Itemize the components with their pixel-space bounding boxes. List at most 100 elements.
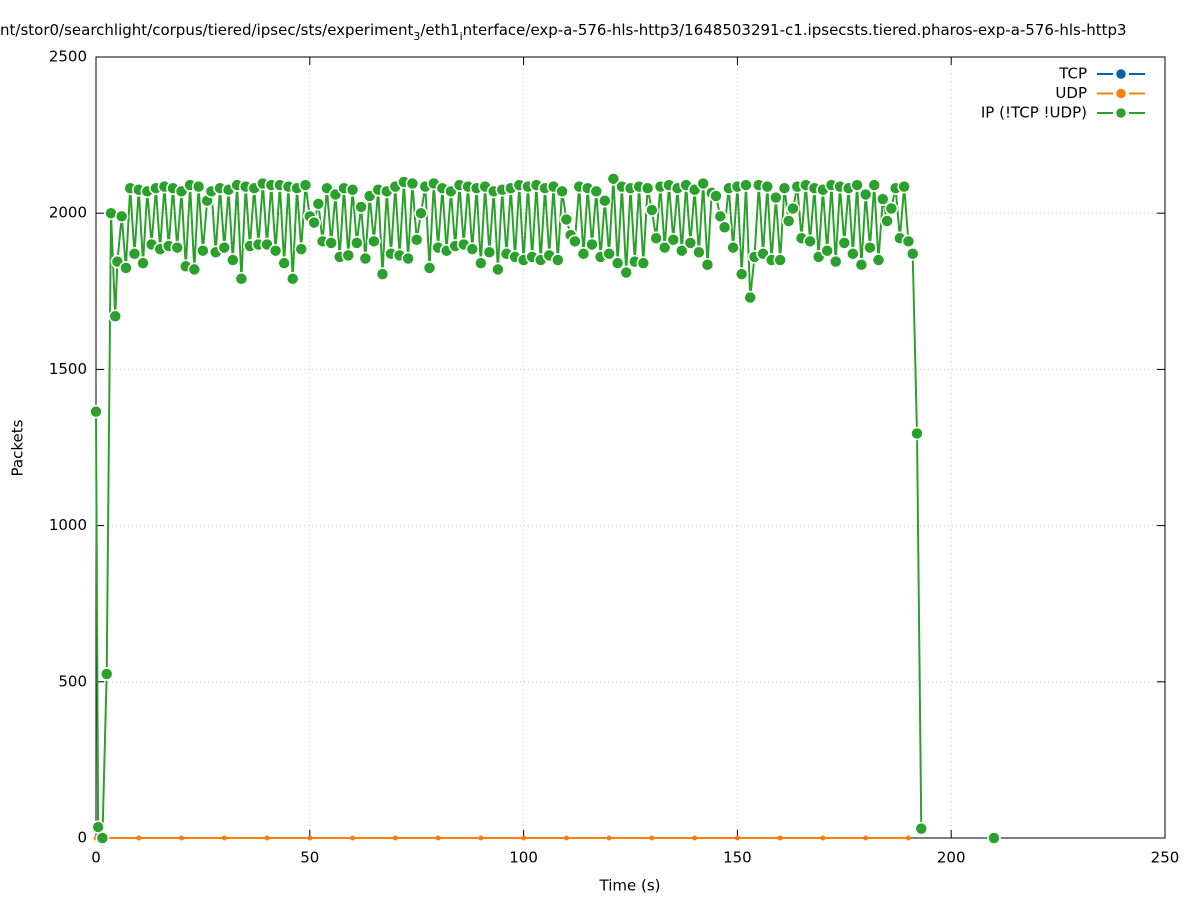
y-tick-label: 1000 [49, 516, 87, 534]
data-point [837, 236, 852, 250]
data-point [846, 247, 860, 261]
data-point [264, 835, 270, 841]
data-point [987, 831, 1001, 845]
data-point [277, 256, 291, 270]
legend-label: IP (!TCP !UDP) [981, 104, 1087, 122]
data-point [910, 426, 924, 441]
data-point [179, 835, 185, 841]
x-tick-label: 250 [1151, 849, 1180, 867]
data-point [345, 183, 360, 197]
data-point [666, 233, 681, 247]
data-point [221, 835, 227, 841]
data-point [606, 835, 612, 841]
data-point [191, 179, 206, 194]
data-point [709, 189, 723, 203]
title-segment: i [460, 30, 463, 43]
data-point [901, 234, 916, 249]
x-tick-label: 200 [937, 849, 966, 867]
legend-label: UDP [1055, 84, 1087, 102]
y-axis-label: Packets [9, 419, 27, 476]
data-point [521, 835, 527, 841]
data-point [863, 835, 869, 841]
data-point [136, 835, 142, 841]
x-tick-label: 50 [300, 849, 319, 867]
data-point [867, 178, 881, 192]
data-point [803, 234, 817, 249]
data-point [324, 236, 338, 250]
data-point [820, 243, 834, 258]
data-point [649, 231, 663, 245]
data-point [127, 247, 142, 261]
data-point [585, 237, 599, 252]
data-point [474, 256, 488, 270]
data-point [294, 242, 308, 256]
data-point [350, 835, 356, 841]
data-point [563, 835, 569, 841]
data-point [589, 184, 604, 199]
data-point [692, 245, 706, 259]
data-point [350, 236, 364, 250]
y-tick-label: 2000 [49, 204, 87, 222]
data-point [307, 215, 321, 230]
title-segment: nterface/exp-a-576-hls-http3/1648503291-… [463, 21, 1127, 39]
data-point [298, 178, 313, 192]
data-point [99, 667, 114, 681]
y-tick-label: 1500 [49, 360, 87, 378]
legend-label: TCP [1058, 65, 1087, 83]
legend-marker [1114, 87, 1128, 100]
data-point [683, 236, 698, 250]
data-point [598, 193, 612, 208]
data-point [743, 290, 757, 305]
data-point [119, 261, 133, 275]
y-tick-label: 500 [58, 672, 87, 690]
data-point [358, 251, 373, 266]
data-point [773, 253, 787, 267]
data-point [734, 835, 740, 841]
data-point [602, 247, 616, 261]
data-point [726, 240, 740, 255]
x-axis-label: Time (s) [599, 877, 661, 895]
data-point [854, 257, 869, 272]
data-point [114, 209, 129, 224]
data-point [435, 835, 441, 841]
data-point [136, 256, 150, 270]
data-point [645, 203, 659, 217]
data-point [610, 256, 625, 270]
data-point [375, 267, 390, 281]
data-point [619, 265, 633, 280]
data-point [640, 181, 655, 195]
data-point [863, 240, 877, 255]
data-point [739, 178, 753, 192]
data-point [354, 200, 368, 214]
data-point [696, 176, 710, 191]
data-point [649, 835, 655, 841]
data-point [268, 243, 283, 258]
data-point [559, 212, 574, 227]
data-point [108, 309, 122, 324]
data-point [760, 179, 775, 194]
data-point [367, 234, 381, 249]
data-point [555, 184, 569, 199]
data-point [880, 214, 894, 228]
data-point [478, 835, 484, 841]
data-point [341, 248, 356, 263]
y-tick-label: 2500 [49, 48, 87, 66]
data-point [636, 256, 651, 270]
data-point [871, 253, 886, 267]
data-point [700, 257, 715, 272]
data-point [482, 245, 497, 259]
data-point [777, 835, 783, 841]
data-point [196, 243, 210, 258]
data-point [692, 835, 698, 841]
data-point [311, 197, 326, 211]
data-point [876, 192, 890, 206]
data-point [465, 242, 480, 256]
data-point [675, 243, 689, 258]
x-tick-label: 100 [509, 849, 538, 867]
y-tick-label: 0 [77, 829, 87, 847]
legend-marker [1114, 106, 1128, 120]
data-point [170, 240, 184, 255]
data-point [392, 835, 398, 841]
